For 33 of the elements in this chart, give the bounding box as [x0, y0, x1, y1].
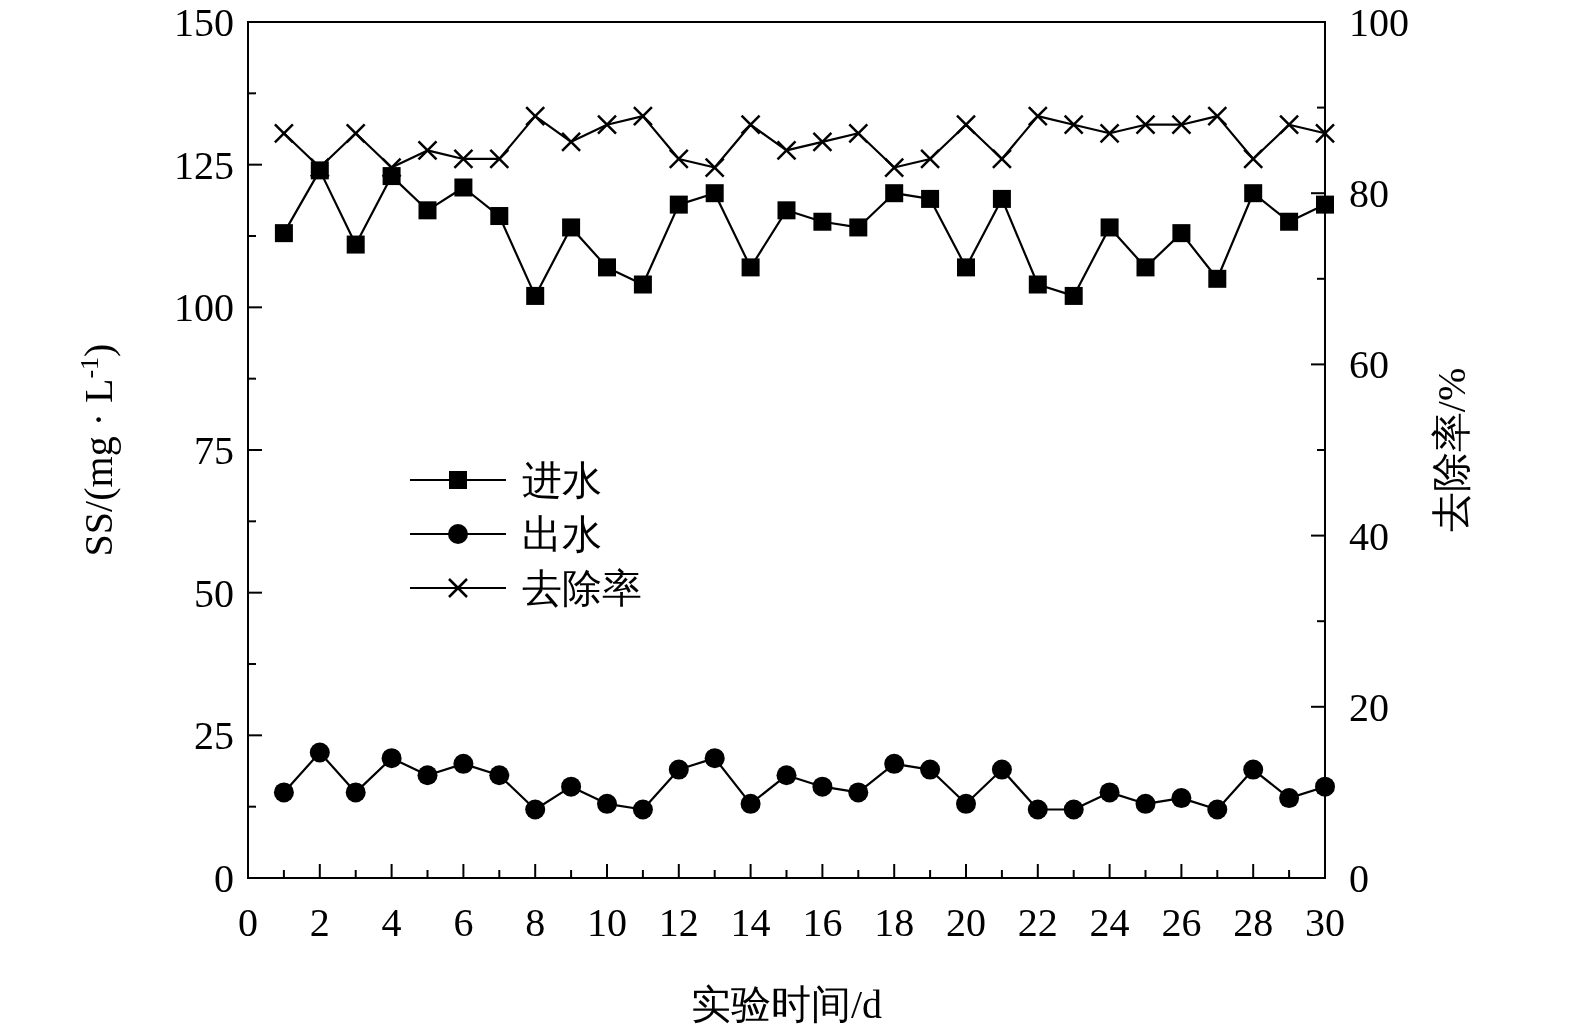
x-tick-label: 14 — [730, 900, 771, 945]
x-axis-title: 实验时间/d — [690, 982, 883, 1027]
x-tick-label: 22 — [1017, 900, 1058, 945]
y2-tick-label: 0 — [1349, 856, 1369, 901]
y2-tick-label: 40 — [1349, 513, 1389, 559]
legend-label: 出水 — [522, 512, 602, 557]
y2-tick-label: 20 — [1349, 684, 1389, 730]
y-tick-label: 150 — [174, 0, 234, 45]
x-tick-label: 2 — [309, 900, 330, 945]
x-tick-label: 6 — [453, 900, 474, 945]
y-tick-label: 0 — [214, 856, 234, 901]
x-tick-label: 4 — [381, 900, 402, 945]
y2-tick-label: 100 — [1349, 0, 1409, 45]
y2-tick-label: 60 — [1349, 342, 1389, 388]
x-tick-label: 28 — [1233, 900, 1274, 945]
x-tick-label: 20 — [946, 900, 986, 945]
x-tick-label: 18 — [874, 900, 915, 945]
x-tick-label: 16 — [802, 900, 843, 945]
x-tick-label: 8 — [525, 900, 546, 945]
legend-label: 去除率 — [522, 566, 642, 611]
y-tick-label: 75 — [194, 428, 234, 473]
legend-label: 进水 — [522, 458, 602, 503]
y-tick-label: 50 — [194, 570, 234, 616]
x-tick-label: 24 — [1089, 900, 1130, 945]
y2-tick-label: 80 — [1349, 171, 1389, 217]
y2-axis-title: 去除率/% — [1429, 367, 1474, 533]
y-tick-label: 125 — [174, 142, 234, 188]
x-tick-label: 10 — [587, 900, 627, 945]
y-tick-label: 100 — [174, 285, 234, 331]
x-tick-label: 12 — [658, 900, 699, 945]
x-tick-label: 30 — [1305, 900, 1345, 945]
y-tick-label: 25 — [194, 713, 234, 759]
x-tick-label: 26 — [1161, 900, 1202, 945]
